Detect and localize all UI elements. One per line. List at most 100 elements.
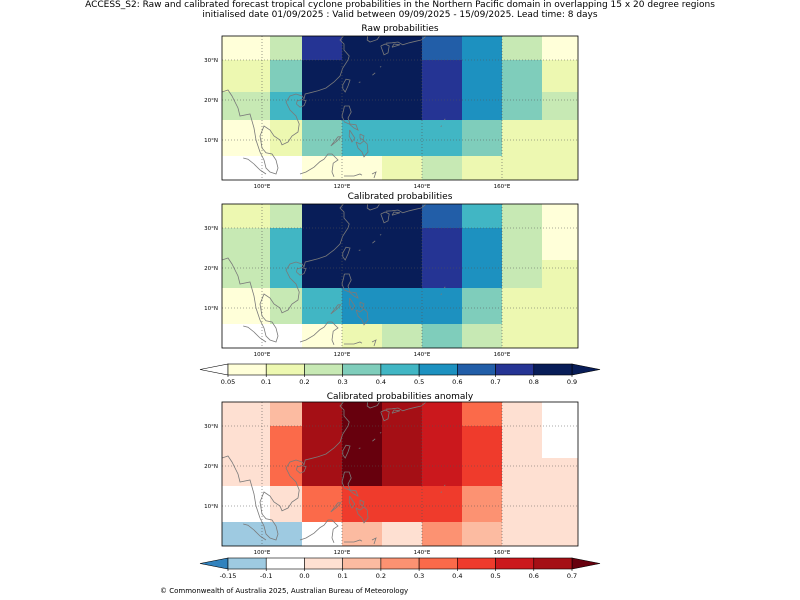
region-cell	[222, 288, 271, 325]
coastline	[355, 506, 369, 524]
colorbar-tick-label: -0.15	[220, 572, 237, 580]
coastline	[355, 308, 369, 326]
figure-title-line1: ACCESS_S2: Raw and calibrated forecast t…	[85, 0, 715, 10]
lon-tick-label: 100°E	[254, 184, 271, 190]
region-cell	[302, 156, 343, 180]
coastline	[380, 211, 390, 224]
region-cell	[462, 288, 503, 325]
anom-map-frame	[221, 401, 579, 547]
colorbar-swatch	[304, 363, 343, 376]
anomaly-panel-title: Calibrated probabilities anomaly	[326, 392, 474, 402]
region-cell	[542, 228, 578, 261]
region-cell	[462, 402, 503, 427]
region-cell	[222, 522, 271, 546]
region-cell	[462, 204, 503, 229]
coastline	[344, 539, 363, 543]
coastline	[372, 240, 376, 244]
lat-tick-label: 30°N	[204, 424, 218, 430]
region-cell	[302, 522, 343, 546]
coastline	[330, 136, 342, 147]
region-cell	[222, 120, 271, 157]
lon-tick-label: 140°E	[414, 184, 431, 190]
colorbar-tick-label: 0.5	[414, 378, 424, 386]
coastline	[222, 36, 350, 175]
colorbar-swatch	[227, 363, 267, 376]
region-cell	[462, 36, 503, 61]
region-cell	[342, 228, 383, 261]
lat-tick-label: 10°N	[204, 138, 218, 144]
region-cell	[462, 60, 503, 93]
coastline	[391, 43, 401, 48]
lon-tick-label: 140°E	[414, 550, 431, 556]
colorbar-swatch	[265, 557, 305, 570]
region-cell	[422, 458, 463, 487]
lat-tick-label: 30°N	[204, 226, 218, 232]
region-cell	[382, 60, 423, 93]
region-cell	[382, 156, 423, 180]
region-cell	[342, 426, 383, 459]
anomaly-colorbar: -0.15 -0.1 0.0 0.1 0.2 0.3 0.4 0.5 0.6 0.7	[199, 557, 601, 580]
coastline	[330, 502, 342, 513]
region-cell	[302, 92, 343, 121]
region-cell	[302, 260, 343, 289]
colorbar-swatch	[265, 363, 305, 376]
region-cell	[502, 458, 543, 487]
colorbar-tick-label: 0.6	[529, 572, 539, 580]
anom-coastlines	[222, 402, 446, 545]
coastline	[440, 125, 442, 128]
coastline	[372, 438, 376, 442]
region-cell	[302, 288, 343, 325]
colorbar-under-extension	[199, 363, 229, 376]
coastline	[379, 432, 382, 434]
lat-tick-label: 10°N	[204, 504, 218, 510]
colorbar-tick-label: 0.1	[261, 378, 271, 386]
coastline	[342, 444, 351, 459]
probability-colorbar: 0.05 0.1 0.2 0.3 0.4 0.5 0.6 0.7 0.8 0.9	[199, 363, 601, 386]
raw-map: 100°E 120°E 140°E 160°E 30°N 20°N 10°N	[204, 35, 579, 190]
colorbar-tick-label: 0.0	[299, 572, 309, 580]
colorbar-tick-label: 0.8	[529, 378, 539, 386]
colorbar-tick-label: 0.4	[452, 572, 462, 580]
colorbar-tick-label: 0.1	[337, 572, 347, 580]
region-cell	[270, 486, 303, 523]
region-cell	[462, 426, 503, 459]
region-cell	[502, 204, 543, 229]
copyright-footer: © Commonwealth of Australia 2025, Austra…	[160, 587, 409, 595]
coastline	[222, 402, 350, 541]
raw-coastlines	[222, 36, 446, 179]
coastline	[330, 304, 342, 315]
coastline	[391, 211, 401, 216]
lat-tick-label: 10°N	[204, 306, 218, 312]
colorbar-tick-label: 0.6	[452, 378, 462, 386]
region-cell	[382, 288, 423, 325]
coastline	[379, 66, 382, 68]
region-cell	[422, 204, 463, 229]
region-cell	[542, 60, 578, 93]
region-cell	[342, 522, 383, 546]
colorbar-tick-label: 0.2	[376, 572, 386, 580]
colorbar-tick-label: 0.3	[337, 378, 347, 386]
coastline	[371, 537, 377, 545]
region-cell	[302, 402, 343, 427]
lon-tick-label: 160°E	[494, 352, 511, 358]
coastline	[366, 204, 381, 211]
colorbar-tick-label: 0.3	[414, 572, 424, 580]
region-cell	[270, 36, 303, 61]
colorbar-swatch	[380, 557, 420, 570]
region-cell	[270, 120, 303, 157]
region-cell	[422, 156, 463, 180]
region-cell	[422, 120, 463, 157]
region-cell	[382, 522, 423, 546]
colorbar-swatch	[227, 557, 267, 570]
lat-tick-label: 20°N	[204, 98, 218, 104]
region-cell	[270, 288, 303, 325]
region-cell	[222, 458, 271, 487]
colorbar-swatch	[342, 557, 382, 570]
coastline	[348, 129, 356, 143]
region-cell	[222, 260, 271, 289]
lat-tick-label: 20°N	[204, 266, 218, 272]
calibrated-panel-title: Calibrated probabilities	[347, 192, 453, 202]
coastline	[348, 495, 356, 509]
region-cell	[302, 120, 343, 157]
